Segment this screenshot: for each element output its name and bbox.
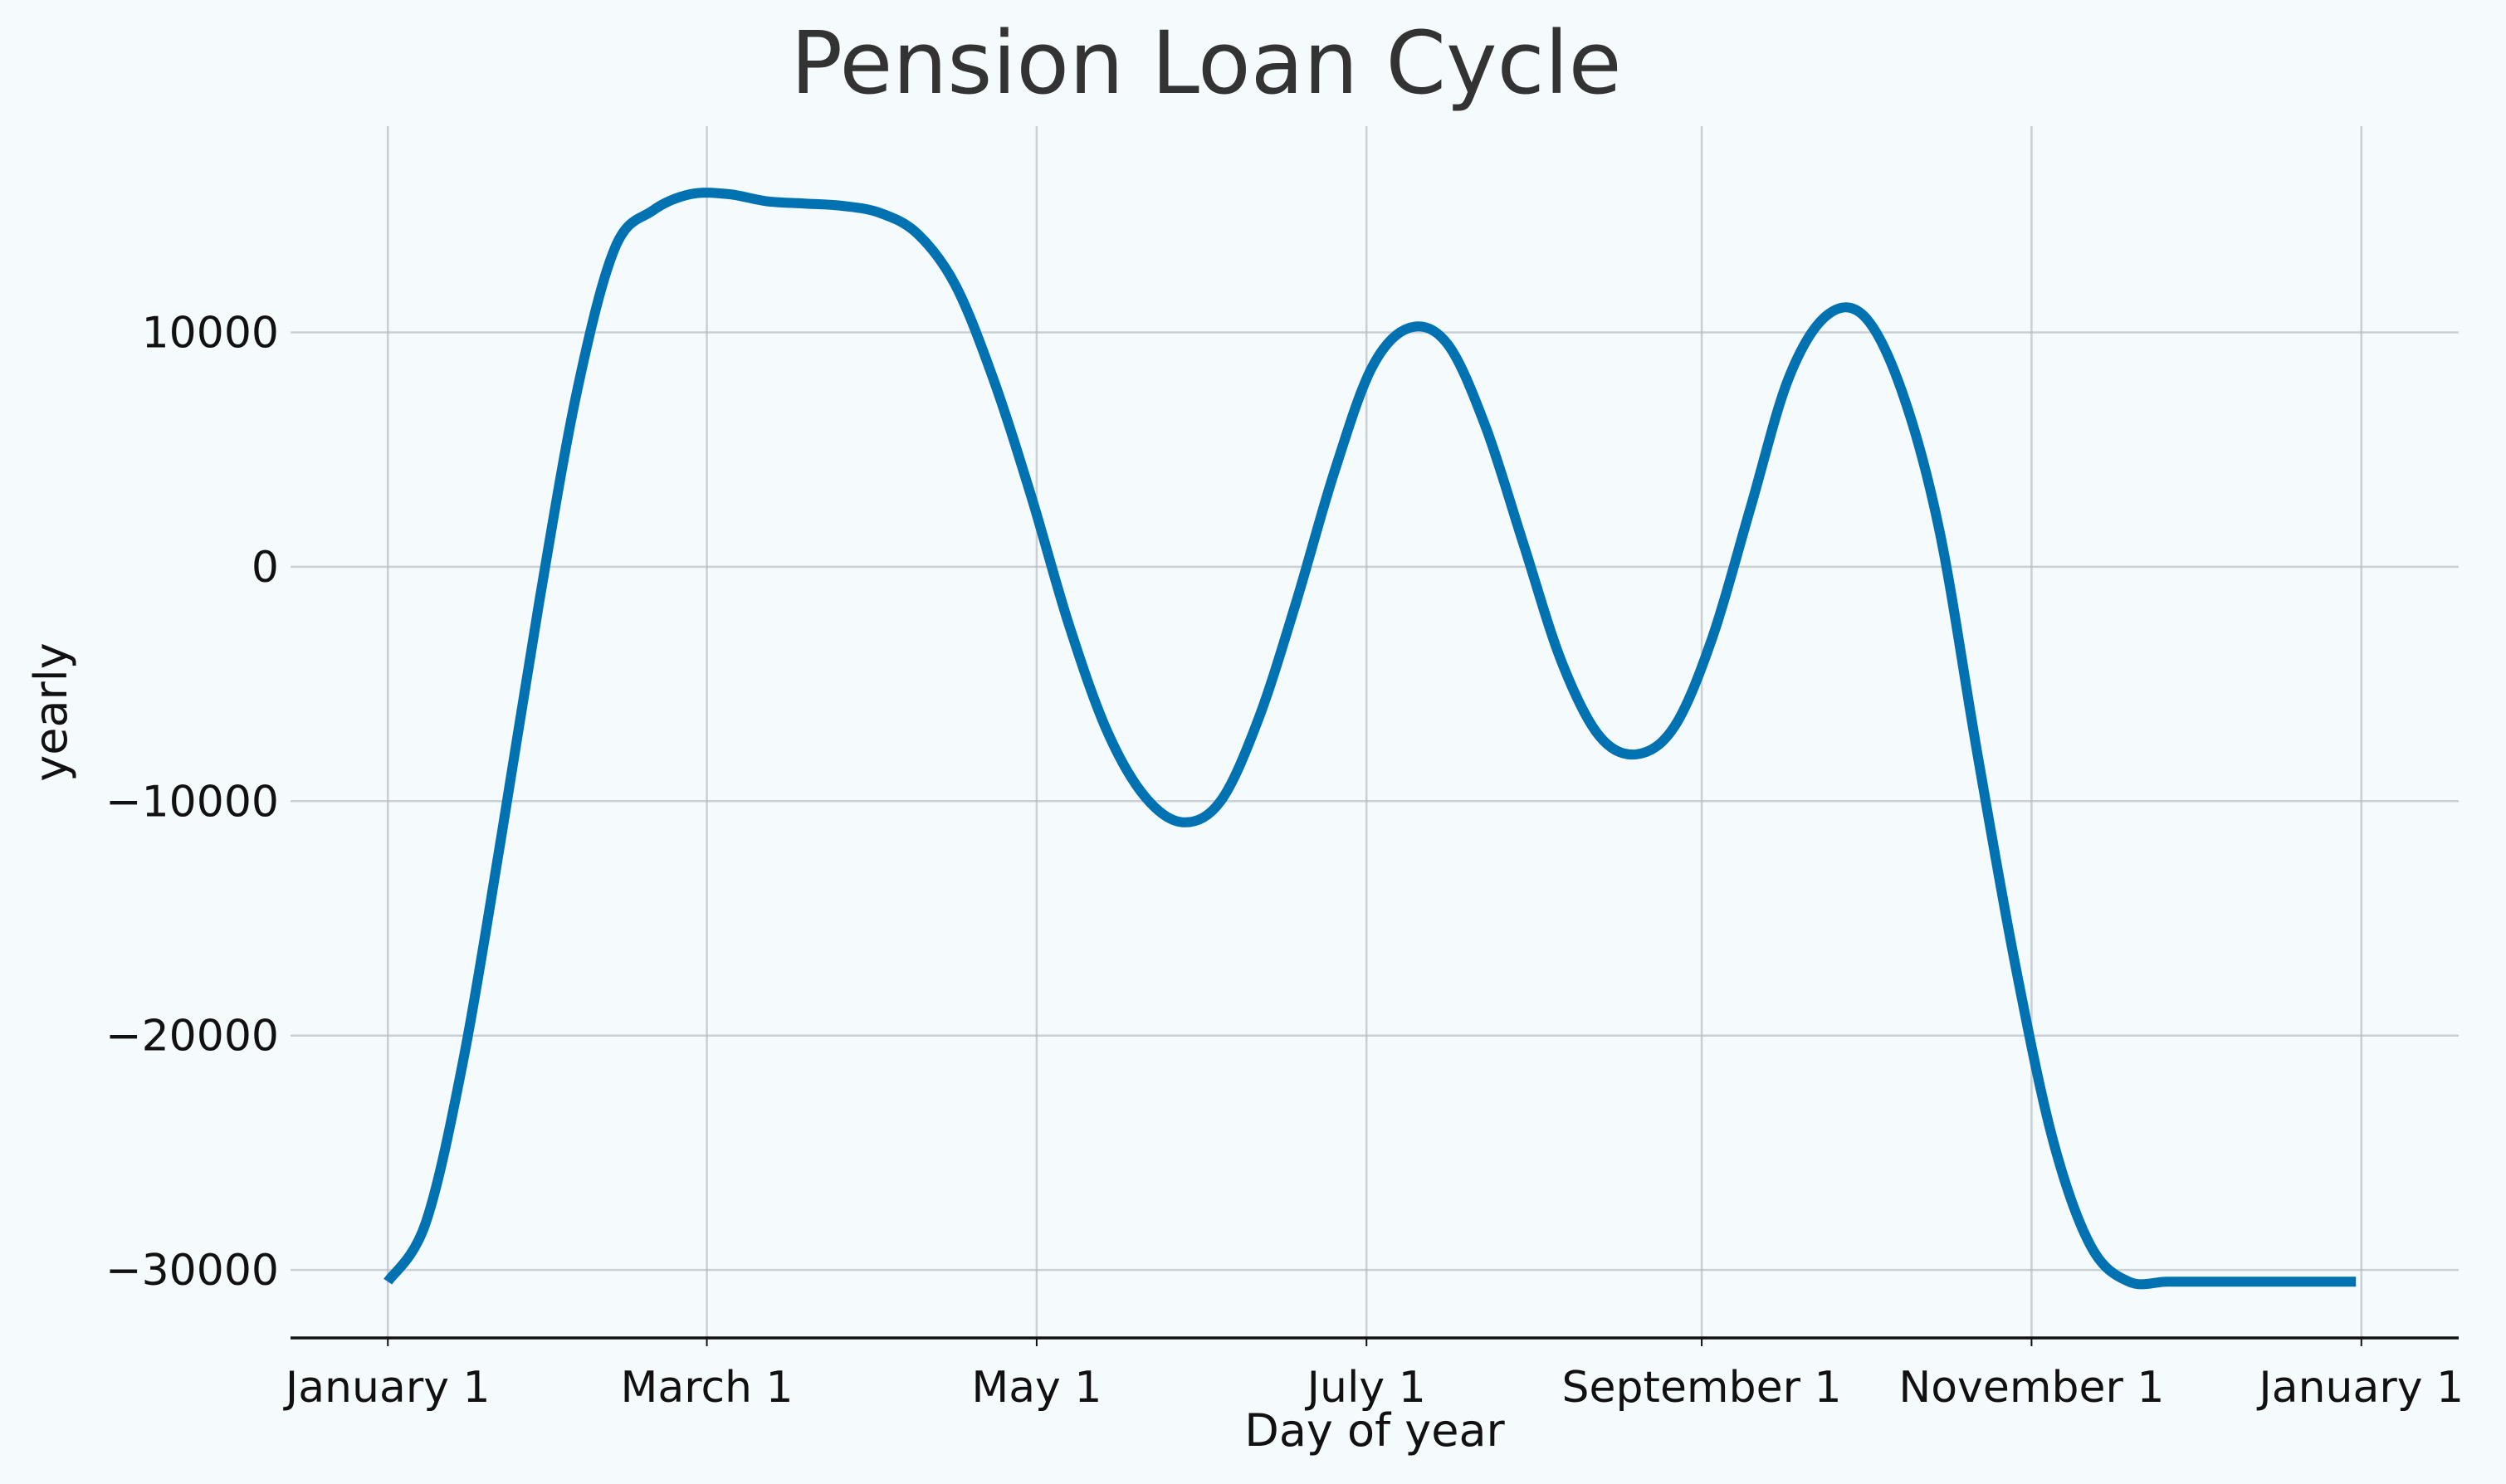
x-tick-label: May 1	[971, 1363, 1102, 1413]
horizontal-gridlines	[291, 331, 2459, 1272]
vertical-gridlines	[386, 126, 2363, 1346]
x-tick-label: March 1	[620, 1363, 793, 1413]
y-tick-label: 0	[252, 543, 279, 593]
y-tick-label: −20000	[105, 1012, 279, 1062]
x-tick-labels: January 1 March 1 May 1 July 1 September 1 No…	[283, 1363, 2464, 1413]
x-tick-label: July 1	[1305, 1363, 1426, 1413]
x-tick-label: September 1	[1562, 1363, 1842, 1413]
y-tick-label: −30000	[105, 1246, 279, 1296]
y-tick-label: −10000	[105, 777, 279, 827]
series-layer	[383, 188, 2357, 1290]
chart-title: Pension Loan Cycle	[790, 12, 1621, 114]
y-tick-labels: −30000 −20000 −10000 0 10000	[105, 309, 279, 1296]
x-axis-label: Day of year	[1244, 1404, 1505, 1457]
x-tick-label: January 1	[2256, 1363, 2464, 1413]
x-tick-label: January 1	[283, 1363, 491, 1413]
series-line	[383, 188, 2357, 1290]
y-tick-label: 10000	[142, 309, 279, 359]
x-tick-label: November 1	[1898, 1363, 2164, 1413]
y-axis-label: yearly	[25, 642, 77, 781]
